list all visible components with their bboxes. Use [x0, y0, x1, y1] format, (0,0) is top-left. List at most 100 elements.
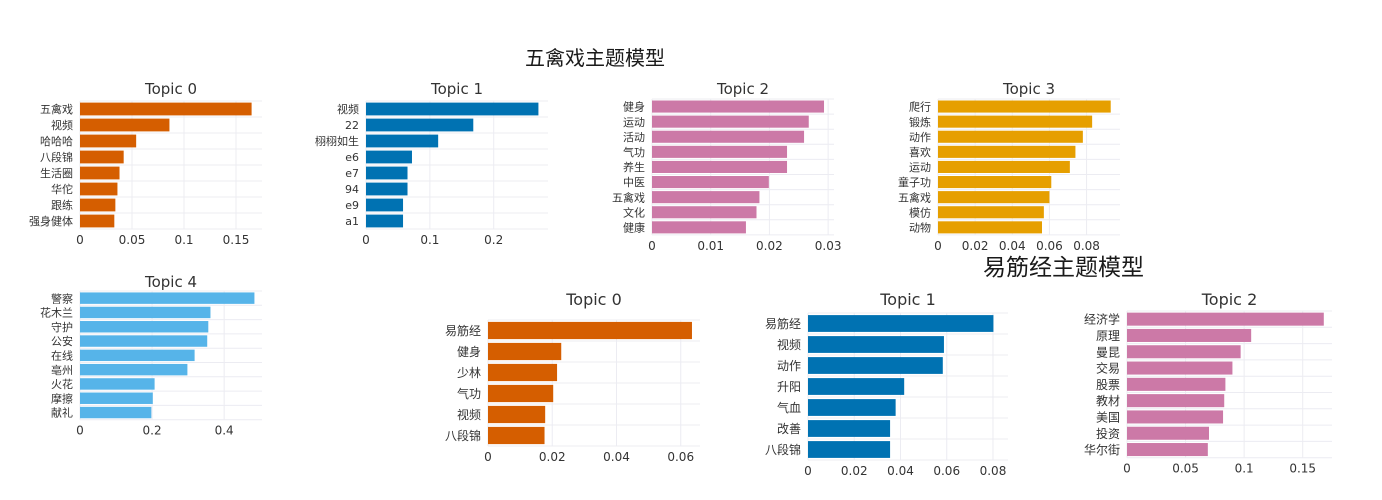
bar	[366, 214, 404, 228]
category-label: 花木兰	[40, 307, 73, 320]
category-label: 原理	[1096, 329, 1120, 343]
category-label: 视频	[777, 337, 801, 352]
category-label: 94	[345, 183, 359, 196]
category-label: 跟练	[51, 198, 73, 212]
category-label: e6	[345, 151, 359, 164]
category-label: 文化	[623, 205, 645, 219]
category-label: 健身	[457, 344, 481, 359]
bar	[80, 392, 153, 404]
category-label: a1	[345, 215, 359, 228]
chart-title: Topic 0	[565, 290, 622, 309]
bar	[1127, 361, 1233, 375]
bar	[938, 130, 1083, 143]
tick-label: 0.1	[420, 233, 439, 247]
category-label: 气功	[457, 386, 481, 401]
chart-title: Topic 1	[430, 80, 483, 98]
tick-label: 0.06	[933, 464, 960, 478]
bar	[808, 399, 896, 416]
tick-label: 0.15	[223, 233, 250, 247]
bar	[938, 160, 1070, 173]
tick-label: 0.08	[1073, 239, 1100, 253]
category-label: 视频	[51, 118, 73, 132]
tick-label: 0	[362, 233, 370, 247]
tick-label: 0.06	[1036, 239, 1063, 253]
tick-label: 0	[1123, 462, 1131, 476]
tick-label: 0.06	[667, 450, 694, 464]
category-label: 运动	[909, 161, 931, 174]
yijinjing-model-title: 易筋经主题模型	[983, 255, 1144, 281]
category-label: 火花	[51, 378, 73, 391]
bar	[1127, 443, 1208, 457]
category-label: 公安	[51, 334, 73, 348]
category-label: 守护	[51, 320, 73, 334]
tick-label: 0.04	[887, 464, 914, 478]
bar	[1127, 377, 1226, 391]
tick-label: 0.01	[697, 239, 724, 253]
topic-chart-1: Topic 1 视频 22 栩栩如生 e6 e7 94 e9 a10 0.1 0.2	[315, 80, 548, 247]
tick-label: 0.4	[215, 424, 234, 438]
chart-title: Topic 4	[144, 273, 197, 291]
category-label: 改善	[777, 421, 801, 436]
bar	[366, 182, 408, 196]
tick-label: 0	[76, 233, 84, 247]
chart-title: Topic 1	[879, 290, 936, 309]
tick-label: 0.05	[119, 233, 146, 247]
bar	[80, 363, 188, 376]
bar	[366, 102, 539, 116]
bar	[938, 145, 1076, 158]
chart-title: Topic 3	[1002, 80, 1055, 98]
category-label: 强身健体	[29, 214, 73, 228]
bar	[808, 336, 944, 353]
category-label: e7	[345, 167, 359, 180]
bar	[1127, 328, 1252, 342]
chart-title: Topic 2	[716, 80, 769, 98]
bar	[808, 420, 891, 437]
bar	[80, 378, 155, 390]
bar	[488, 321, 692, 340]
tick-label: 0.1	[1235, 462, 1254, 476]
category-label: 生活圈	[40, 166, 73, 180]
category-label: 投资	[1096, 426, 1120, 441]
tick-label: 0	[648, 239, 656, 253]
category-label: 栩栩如生	[315, 134, 359, 148]
category-label: 22	[345, 119, 359, 132]
bar	[652, 221, 746, 234]
category-label: 养生	[623, 160, 645, 174]
category-label: 在线	[51, 349, 73, 363]
category-label: 视频	[337, 102, 359, 116]
bar	[652, 100, 825, 113]
bar	[808, 315, 994, 332]
bar	[1127, 394, 1225, 408]
bar	[80, 166, 120, 180]
category-label: 献礼	[51, 406, 73, 420]
bar	[80, 134, 137, 148]
bar	[366, 118, 474, 132]
category-label: 动作	[777, 359, 801, 373]
category-label: 视频	[457, 407, 481, 422]
bar	[652, 145, 788, 158]
chart-title: Topic 0	[144, 80, 197, 98]
category-label: 五禽戏	[40, 102, 73, 116]
category-label: 活动	[623, 131, 645, 144]
tick-label: 0.04	[603, 450, 630, 464]
category-label: 交易	[1096, 361, 1120, 376]
bar	[808, 357, 943, 374]
bar	[488, 363, 558, 382]
bar	[80, 335, 208, 347]
category-label: 少林	[457, 366, 481, 380]
category-label: 升阳	[777, 380, 801, 394]
category-label: 八段锦	[765, 442, 801, 457]
bar	[80, 182, 118, 196]
category-label: 动物	[909, 221, 931, 235]
bar	[488, 384, 554, 403]
tick-label: 0.02	[962, 239, 989, 253]
bar	[366, 134, 439, 148]
bar	[80, 102, 252, 116]
category-label: 五禽戏	[898, 190, 931, 204]
bar	[808, 378, 905, 395]
bar	[80, 321, 209, 333]
bar	[652, 160, 788, 173]
